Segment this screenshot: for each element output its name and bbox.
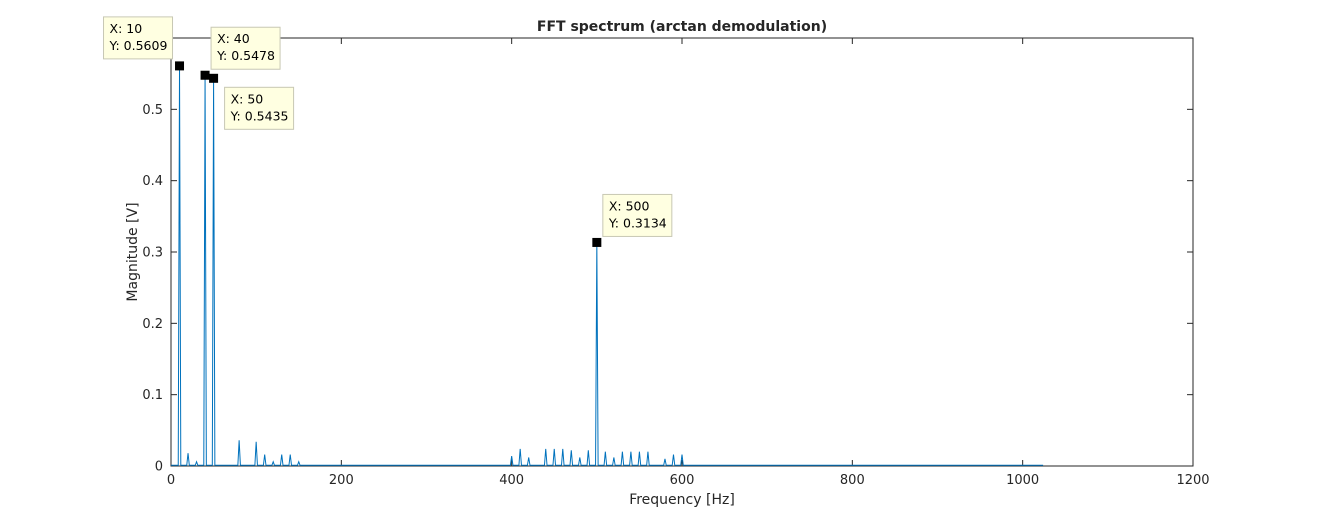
axis-ticks: 0 200 400 600 800 1000 1200 0 0.1 0.2 0.3 0.4 0.5 [142,38,1210,488]
datatip[interactable]: X: 10 Y: 0.5609 [103,16,185,71]
x-tick-label: 800 [840,473,865,488]
datatip-box [602,193,673,237]
x-tick-label: 600 [670,473,695,488]
plot-area: 0 200 400 600 800 1000 1200 0 0.1 0.2 0.3 0.4 0.5 X:… [103,16,1210,488]
datatip-x-text: X: 50 [231,91,264,106]
datatip[interactable]: X: 50 Y: 0.5435 [209,73,295,130]
datatip-x-text: X: 500 [609,198,650,213]
datatip-y-text: Y: 0.5478 [216,48,275,63]
y-tick-label: 0.1 [142,388,163,403]
datatip-box [210,26,281,70]
spectrum-line [171,65,1044,466]
axes-box [170,37,1194,467]
datatip-x-text: X: 10 [110,21,143,36]
datatip[interactable]: X: 40 Y: 0.5478 [200,26,281,80]
datatips[interactable]: X: 10 Y: 0.5609 X: 40 Y: 0.5478 X: 50 Y: 0.54… [103,16,673,247]
datatip-box [103,16,174,60]
datatip-marker[interactable] [209,73,219,83]
datatip-box [224,86,295,130]
x-tick-label: 1000 [1006,473,1039,488]
x-tick-label: 400 [499,473,524,488]
x-tick-label: 1200 [1176,473,1209,488]
datatip[interactable]: X: 500 Y: 0.3134 [592,193,673,247]
y-tick-label: 0.3 [142,246,163,261]
y-tick-label: 0.5 [142,103,163,118]
y-axis-label: Magnitude [V] [125,202,141,301]
datatip-y-text: Y: 0.3134 [608,215,667,230]
y-tick-label: 0 [155,460,163,475]
chart-title: FFT spectrum (arctan demodulation) [537,19,827,35]
datatip-y-text: Y: 0.5435 [230,108,289,123]
datatip-marker[interactable] [175,61,185,71]
x-tick-label: 0 [167,473,175,488]
datatip-marker[interactable] [592,237,602,247]
y-tick-label: 0.4 [142,174,163,189]
datatip-y-text: Y: 0.5609 [109,38,168,53]
datatip-x-text: X: 40 [217,31,250,46]
x-tick-label: 200 [329,473,354,488]
datatip-marker[interactable] [200,70,210,80]
y-tick-label: 0.2 [142,317,163,332]
x-axis-label: Frequency [Hz] [629,492,735,508]
